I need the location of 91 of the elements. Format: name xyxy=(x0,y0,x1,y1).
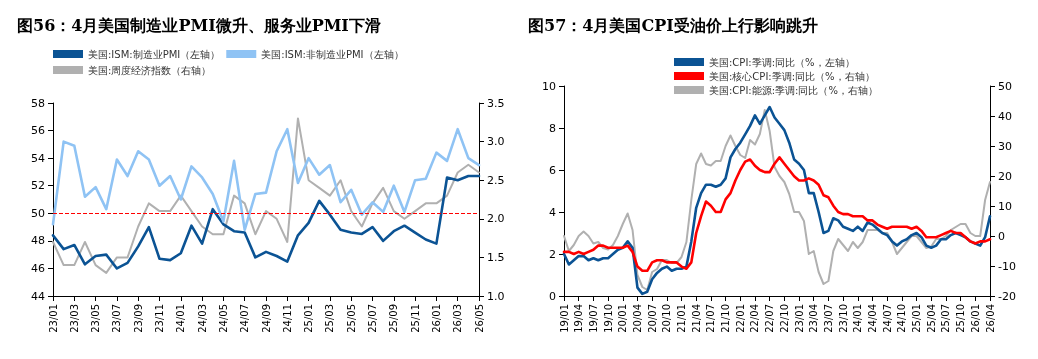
y-tick-label: 0 xyxy=(549,289,556,303)
y2-tick-label: 1.5 xyxy=(487,250,505,264)
x-tick-label: 26/03 xyxy=(452,304,464,333)
y2-tick-label: 0 xyxy=(998,229,1005,243)
x-tick-label: 25/07 xyxy=(367,304,378,333)
y-tick-label: 44 xyxy=(31,289,45,303)
x-tick-label: 20/04 xyxy=(631,304,643,333)
x-tick-label: 25/11 xyxy=(409,304,421,333)
y-tick-label: 46 xyxy=(31,261,45,275)
x-tick-label: 24/03 xyxy=(196,304,208,333)
y2-tick-label: 10 xyxy=(998,199,1012,213)
y2-tick-label: 1.0 xyxy=(487,289,505,303)
x-tick-label: 22/10 xyxy=(778,304,790,333)
x-tick-label: 21/01 xyxy=(676,304,688,333)
y-tick-label: 4 xyxy=(549,205,556,219)
x-tick-label: 24/10 xyxy=(896,304,908,333)
x-tick-label: 23/01 xyxy=(47,304,59,333)
x-tick-label: 24/07 xyxy=(239,304,251,333)
x-tick-label: 24/01 xyxy=(175,304,187,333)
x-tick-label: 23/01 xyxy=(793,304,805,333)
x-tick-label: 24/01 xyxy=(852,304,864,333)
x-tick-label: 22/04 xyxy=(749,304,761,333)
x-tick-label: 25/07 xyxy=(940,304,952,333)
x-tick-label: 24/04 xyxy=(866,304,878,333)
y2-tick-label: 20 xyxy=(998,169,1012,183)
legend-label: 美国:周度经济指数（右轴） xyxy=(88,64,212,76)
y2-tick-label: 3.5 xyxy=(487,96,505,110)
line-series xyxy=(562,156,992,273)
x-tick-label: 19/04 xyxy=(573,304,585,333)
legend-label: 美国:核心CPI:季调:同比（%，右轴） xyxy=(709,70,875,82)
x-tick-label: 19/10 xyxy=(602,304,614,333)
x-tick-label: 26/01 xyxy=(430,304,442,333)
y2-tick-label: 40 xyxy=(998,109,1012,123)
x-tick-label: 24/07 xyxy=(881,304,893,333)
x-tick-label: 25/01 xyxy=(911,304,923,333)
x-tick-label: 21/10 xyxy=(720,304,732,333)
line-series xyxy=(51,174,481,270)
legend-label: 美国:ISM:非制造业PMI（左轴） xyxy=(261,48,404,60)
chart-title: 图57：4月美国CPI受油价上行影响跳升 xyxy=(528,15,818,35)
x-tick-label: 24/05 xyxy=(217,304,229,333)
x-tick-label: 25/04 xyxy=(925,304,937,333)
y-tick-label: 50 xyxy=(31,206,45,220)
y-tick-label: 52 xyxy=(31,179,45,193)
x-tick-label: 26/05 xyxy=(473,304,485,333)
y-tick-label: 10 xyxy=(542,79,556,93)
x-tick-label: 22/07 xyxy=(764,304,776,333)
y-tick-label: 56 xyxy=(31,124,45,138)
y2-tick-label: 3.0 xyxy=(487,135,505,149)
x-tick-label: 25/10 xyxy=(955,304,967,333)
x-tick-label: 23/07 xyxy=(822,304,834,333)
x-tick-label: 25/03 xyxy=(324,304,336,333)
x-tick-label: 22/01 xyxy=(734,304,746,333)
x-tick-label: 20/01 xyxy=(617,304,629,333)
x-tick-label: 19/01 xyxy=(558,304,570,333)
y2-tick-label: 2.5 xyxy=(487,173,505,187)
x-tick-label: 23/07 xyxy=(111,304,123,333)
x-tick-label: 23/09 xyxy=(132,304,144,333)
x-tick-label: 24/11 xyxy=(281,304,293,333)
y2-tick-label: 2.0 xyxy=(487,212,505,226)
y-tick-label: 48 xyxy=(31,234,45,248)
x-tick-label: 26/04 xyxy=(984,304,996,333)
x-tick-label: 23/10 xyxy=(837,304,849,333)
y-tick-label: 54 xyxy=(31,151,45,165)
y-tick-label: 58 xyxy=(31,96,45,110)
x-tick-label: 19/07 xyxy=(587,304,599,333)
x-tick-label: 20/07 xyxy=(646,304,658,333)
chart-title: 图56：4月美国制造业PMI微升、服务业PMI下滑 xyxy=(17,15,381,35)
y2-tick-label: 50 xyxy=(998,79,1012,93)
x-tick-label: 25/09 xyxy=(388,304,400,333)
y-tick-label: 2 xyxy=(549,247,556,261)
x-tick-label: 21/07 xyxy=(705,304,717,333)
x-tick-label: 25/01 xyxy=(303,304,315,333)
x-tick-label: 26/01 xyxy=(969,304,981,333)
x-tick-label: 23/04 xyxy=(808,304,820,333)
x-tick-label: 25/05 xyxy=(345,304,357,333)
y-tick-label: 6 xyxy=(549,163,556,177)
legend-label: 美国:CPI:季调:同比（%，左轴） xyxy=(709,56,855,68)
x-tick-label: 23/05 xyxy=(90,304,102,333)
y2-tick-label: 30 xyxy=(998,139,1012,153)
y2-tick-label: -10 xyxy=(998,259,1016,273)
x-tick-label: 23/03 xyxy=(68,304,80,333)
x-tick-label: 24/09 xyxy=(260,304,272,333)
x-tick-label: 20/10 xyxy=(661,304,673,333)
line-series xyxy=(52,117,480,274)
x-tick-label: 21/04 xyxy=(690,304,702,333)
y2-tick-label: -20 xyxy=(998,289,1016,303)
line-series xyxy=(51,127,481,232)
y-tick-label: 8 xyxy=(549,121,556,135)
legend-label: 美国:CPI:能源:季调:同比（%，右轴） xyxy=(709,84,878,96)
x-tick-label: 23/11 xyxy=(154,304,165,333)
legend-label: 美国:ISM:制造业PMI（左轴） xyxy=(88,48,221,60)
